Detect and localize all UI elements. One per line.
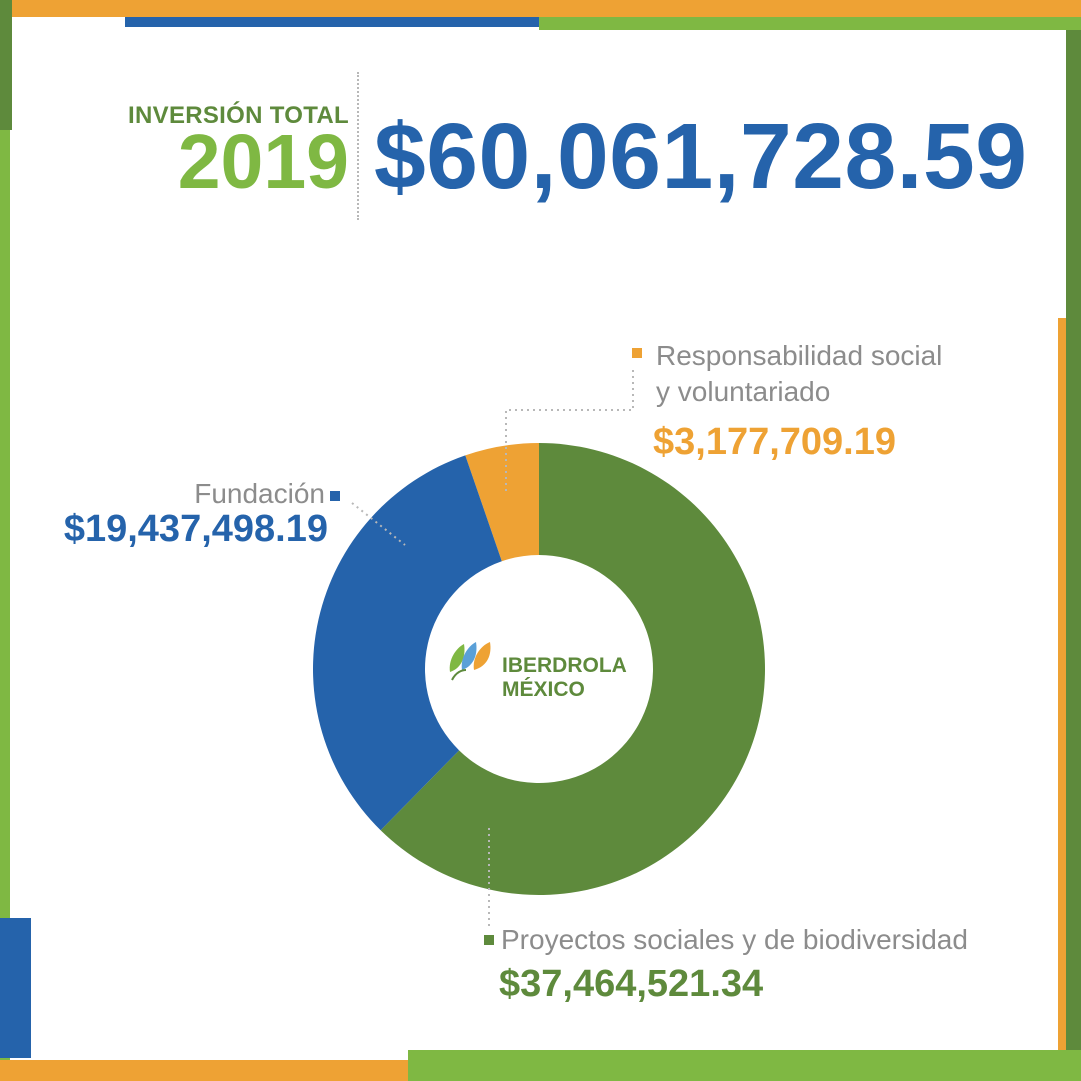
frame-top-orange xyxy=(0,0,1081,17)
total-investment: $60,061,728.59 xyxy=(374,104,1028,208)
frame-right-orange xyxy=(1058,318,1066,1051)
frame-top-green xyxy=(539,17,1081,30)
value-fundacion: $19,437,498.19 xyxy=(63,508,328,550)
logo-line2: MÉXICO xyxy=(502,678,585,701)
leader-line-responsabilidad xyxy=(505,370,634,492)
frame-top-blue xyxy=(125,17,539,27)
donut-slice-0 xyxy=(465,443,539,562)
header-label: INVERSIÓN TOTAL xyxy=(128,102,349,129)
value-proyectos: $37,464,521.34 xyxy=(499,963,764,1005)
frame-bottom-green xyxy=(408,1050,1081,1081)
header-year: 2019 xyxy=(177,119,349,205)
label-responsabilidad-line2: y voluntariado xyxy=(656,376,831,407)
legend-marker-proyectos xyxy=(484,935,494,945)
header-divider xyxy=(357,72,359,220)
leaf-drops-icon xyxy=(449,642,491,681)
value-responsabilidad: $3,177,709.19 xyxy=(653,421,897,463)
frame-left-green xyxy=(0,130,10,1081)
label-fundacion: Fundación xyxy=(194,478,325,509)
label-responsabilidad-line1: Responsabilidad social xyxy=(656,340,943,371)
donut-slice-2 xyxy=(313,455,502,831)
frame-left-blue xyxy=(0,918,31,1058)
label-proyectos: Proyectos sociales y de biodiversidad xyxy=(501,924,968,955)
donut-slice-1 xyxy=(380,443,765,895)
logo-line1: IBERDROLA xyxy=(502,654,627,677)
frame-bottom-orange xyxy=(0,1060,410,1081)
frame-right-green xyxy=(1066,30,1081,1081)
iberdrola-logo: IBERDROLA MÉXICO xyxy=(446,634,646,704)
legend-marker-responsabilidad xyxy=(632,348,642,358)
legend-marker-fundacion xyxy=(330,491,340,501)
frame-left-green-dark xyxy=(0,0,12,130)
